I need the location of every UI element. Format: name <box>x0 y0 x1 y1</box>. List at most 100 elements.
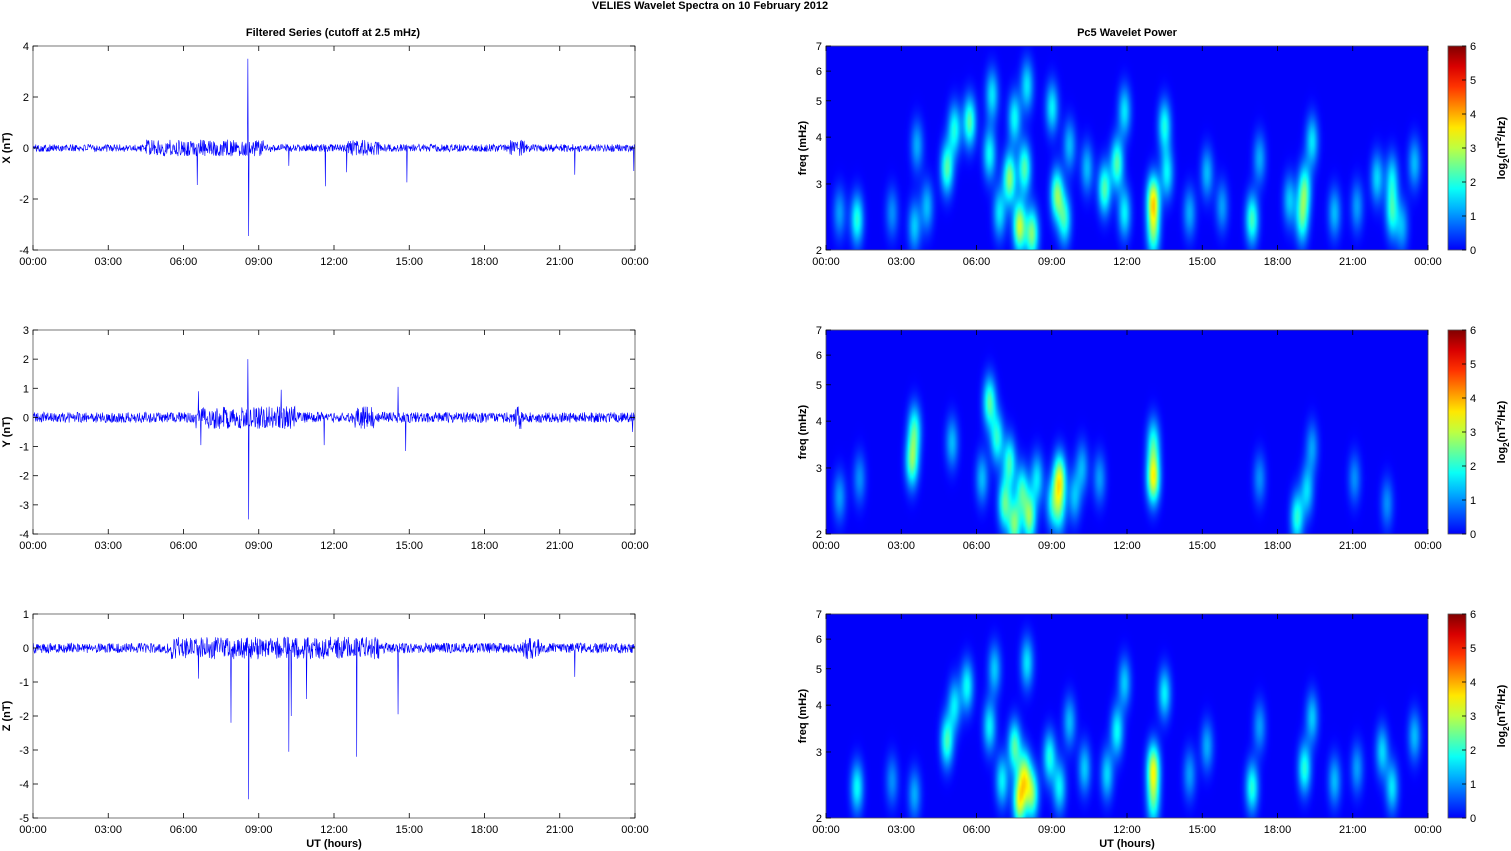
series-x-xtick-label: 00:00 <box>19 256 47 268</box>
wavelet-z-ylabel: freq (mHz) <box>797 688 809 743</box>
wavelet-y-xtick-label: 06:00 <box>963 540 991 552</box>
wavelet-y-colorbar-tick-label: 5 <box>1470 359 1476 371</box>
series-x-xtick-label: 21:00 <box>546 256 574 268</box>
wavelet-z-ytick-label: 3 <box>816 747 822 759</box>
wavelet-x-xtick-label: 06:00 <box>963 256 991 268</box>
wavelet-z-power-image <box>826 614 1428 818</box>
series-z-xtick-label: 18:00 <box>471 824 499 836</box>
wavelet-z-colorbar-tick-label: 6 <box>1470 609 1476 621</box>
wavelet-x-power-image <box>826 46 1428 250</box>
series-x-ytick-label: 2 <box>23 92 29 104</box>
series-z-ytick-label: -3 <box>19 745 29 757</box>
wavelet-y-xtick-label: 09:00 <box>1038 540 1066 552</box>
wavelet-z-xtick-label: 06:00 <box>963 824 991 836</box>
panels: 420-2-4X (nT)00:00 03:00 06:00 09:00 12:00 15… <box>1 41 1511 850</box>
wavelet-x-ytick-label: 7 <box>816 41 822 53</box>
series-x-ytick-label: -2 <box>19 194 29 206</box>
wavelet-z-colorbar-tick-label: 4 <box>1470 677 1476 689</box>
wavelet-z-xtick-label: 12:00 <box>1113 824 1141 836</box>
wavelet-x-xtick-label: 00:00 <box>812 256 840 268</box>
series-y-ytick-label: -4 <box>19 529 29 541</box>
wavelet-x-ytick-label: 3 <box>816 179 822 191</box>
wavelet-z-colorbar-tick-label: 1 <box>1470 779 1476 791</box>
wavelet-x-xtick-label: 00:00 <box>1414 256 1442 268</box>
wavelet-z-colorbar-tick-label: 0 <box>1470 813 1476 825</box>
series-x-xtick-label: 09:00 <box>245 256 273 268</box>
wavelet-y-ytick-label: 5 <box>816 380 822 392</box>
wavelet-z-xtick-label: 09:00 <box>1038 824 1066 836</box>
series-z-ytick-label: 0 <box>23 643 29 655</box>
series-z-xtick-label: 03:00 <box>94 824 122 836</box>
wavelet-x-ytick-label: 5 <box>816 96 822 108</box>
series-x-xtick-label: 06:00 <box>170 256 198 268</box>
wavelet-y-panel: 7 6 5 4 3 2 freq (mHz) 6 5 4 3 2 1 0 log2(nT2/Hz) <box>797 325 1511 541</box>
wavelet-y-xtick-label: 12:00 <box>1113 540 1141 552</box>
series-z-xtick-label: 09:00 <box>245 824 273 836</box>
left-column-title: Filtered Series (cutoff at 2.5 mHz) <box>246 27 421 39</box>
series-y-ytick-label: -1 <box>19 442 29 454</box>
wavelet-y-ytick-label: 4 <box>816 416 822 428</box>
wavelet-y-xtick-label: 00:00 <box>1414 540 1442 552</box>
series-y-ytick-label: 1 <box>23 383 29 395</box>
wavelet-z-colorbar-tick-label: 5 <box>1470 643 1476 655</box>
wavelet-x-xtick-label: 03:00 <box>887 256 915 268</box>
series-y-trace <box>33 359 635 520</box>
series-y-ytick-label: 2 <box>23 354 29 366</box>
series-z-ytick-label: -2 <box>19 711 29 723</box>
right-column-title: Pc5 Wavelet Power <box>1077 27 1178 39</box>
series-y-xtick-label: 09:00 <box>245 540 273 552</box>
wavelet-y-xtick-label: 21:00 <box>1339 540 1367 552</box>
wavelet-x-panel: 7 6 5 4 3 2 freq (mHz) 6 5 4 3 2 1 0 log2(nT2/Hz) <box>797 41 1511 257</box>
series-z-xtick-label: 06:00 <box>170 824 198 836</box>
series-z-ytick-label: -1 <box>19 677 29 689</box>
series-x-ytick-label: 0 <box>23 143 29 155</box>
wavelet-y-colorbar-tick-label: 1 <box>1470 495 1476 507</box>
wavelet-y-ytick-label: 6 <box>816 350 822 362</box>
series-z-xtick-label: 15:00 <box>395 824 423 836</box>
series-x-xtick-label: 12:00 <box>320 256 348 268</box>
series-z-trace <box>33 636 635 800</box>
series-z-panel: 1 0 -1 -2 -3 -4 -5 Z (nT) <box>1 609 636 825</box>
series-z-ylabel: Z (nT) <box>1 700 13 731</box>
wavelet-y-xtick-label: 00:00 <box>812 540 840 552</box>
series-x-ylabel: X (nT) <box>1 132 13 163</box>
wavelet-z-xtick-label: 00:00 <box>1414 824 1442 836</box>
wavelet-x-xtick-label: 12:00 <box>1113 256 1141 268</box>
series-x-xtick-label: 03:00 <box>94 256 122 268</box>
series-y-xtick-label: 12:00 <box>320 540 348 552</box>
wavelet-z-colorbar-tick-label: 2 <box>1470 745 1476 757</box>
wavelet-y-colorbar-tick-label: 3 <box>1470 427 1476 439</box>
wavelet-y-ylabel: freq (mHz) <box>797 404 809 459</box>
series-x-trace <box>33 58 635 236</box>
wavelet-z-colorbar-tick-label: 3 <box>1470 711 1476 723</box>
series-z-xtick-label: 21:00 <box>546 824 574 836</box>
wavelet-x-ytick-label: 4 <box>816 132 822 144</box>
wavelet-z-xtick-label: 00:00 <box>812 824 840 836</box>
series-y-panel: 3 2 1 0 -1 -2 -3 -4 Y (nT) <box>1 325 636 541</box>
wavelet-x-colorbar-tick-label: 6 <box>1470 41 1476 53</box>
series-y-ytick-label: -3 <box>19 500 29 512</box>
series-z-xtick-label: 00:00 <box>621 824 649 836</box>
wavelet-y-colorbar-tick-label: 6 <box>1470 325 1476 337</box>
wavelet-x-colorbar-tick-label: 4 <box>1470 109 1476 121</box>
wavelet-z-xtick-label: 15:00 <box>1188 824 1216 836</box>
series-y-ylabel: Y (nT) <box>1 416 13 447</box>
wavelet-z-colorbar-label: log2(nT2/Hz) <box>1494 684 1511 747</box>
wavelet-y-xtick-label: 15:00 <box>1188 540 1216 552</box>
wavelet-y-xtick-label: 18:00 <box>1264 540 1292 552</box>
wavelet-z-ytick-label: 4 <box>816 700 822 712</box>
series-z-ytick-label: -5 <box>19 813 29 825</box>
wavelet-x-ytick-label: 6 <box>816 66 822 78</box>
figure-suptitle: VELIES Wavelet Spectra on 10 February 20… <box>592 0 828 12</box>
series-x-ytick-label: 4 <box>23 41 29 53</box>
series-y-xtick-label: 06:00 <box>170 540 198 552</box>
wavelet-y-colorbar-tick-label: 0 <box>1470 529 1476 541</box>
wavelet-x-ylabel: freq (mHz) <box>797 120 809 175</box>
wavelet-y-ytick-label: 7 <box>816 325 822 337</box>
series-y-xtick-label: 00:00 <box>621 540 649 552</box>
wavelet-y-ytick-label: 2 <box>816 529 822 541</box>
series-x-xtick-label: 18:00 <box>471 256 499 268</box>
series-z-ytick-label: 1 <box>23 609 29 621</box>
series-z-xtick-label: 12:00 <box>320 824 348 836</box>
